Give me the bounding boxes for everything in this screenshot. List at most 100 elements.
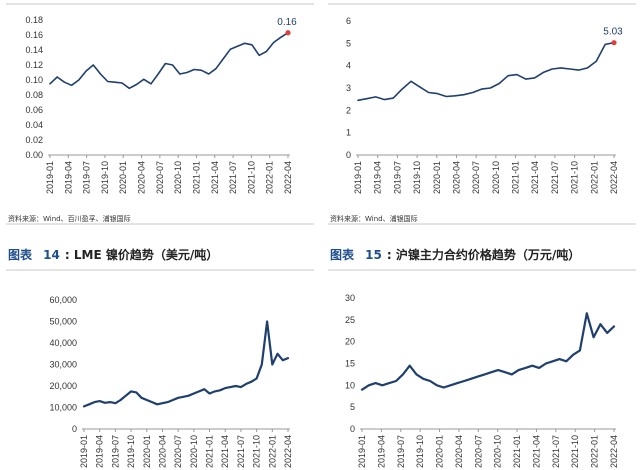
x-tick-label: 2019-07 bbox=[392, 161, 402, 194]
x-tick-label: 2019-04 bbox=[376, 435, 386, 468]
x-tick-label: 2019-04 bbox=[373, 161, 383, 194]
caption-left-title: : bbox=[65, 248, 74, 262]
x-tick-label: 2019-10 bbox=[415, 435, 425, 468]
x-tick-label: 2019-01 bbox=[79, 435, 89, 468]
x-tick-label: 2019-07 bbox=[110, 435, 120, 468]
x-tick-label: 2020-01 bbox=[432, 161, 442, 194]
x-tick-label: 2022-04 bbox=[609, 435, 619, 468]
y-tick-label: 15 bbox=[345, 359, 355, 369]
chart-shfe-top-right: 0 1 2 3 4 5 6 2019-01 2019-04 2019-07 2019-10 2020-… bbox=[346, 16, 623, 194]
y-tick-label: 20,000 bbox=[49, 381, 77, 391]
end-value-label: 0.16 bbox=[277, 17, 297, 28]
x-tick-label: 2022-04 bbox=[609, 161, 619, 194]
y-tick-label: 10 bbox=[345, 380, 355, 390]
x-tick-label: 2020-10 bbox=[189, 435, 199, 468]
chart-lme-top-left: 0.00 0.02 0.04 0.06 0.08 0.10 0.12 0.14 0.16 0.18… bbox=[25, 15, 297, 194]
caption-right-colon: : bbox=[387, 248, 396, 262]
end-point-marker bbox=[285, 30, 291, 36]
x-tick-label: 2021-10 bbox=[570, 435, 580, 468]
series-line bbox=[360, 312, 616, 391]
x-tick-label: 2020-04 bbox=[454, 435, 464, 468]
x-tick-label: 2019-01 bbox=[353, 161, 363, 194]
x-tick-label: 2022-01 bbox=[590, 435, 600, 468]
caption-left-prefix: 图表 bbox=[8, 247, 33, 262]
y-tick-label: 1 bbox=[346, 128, 351, 138]
x-tick-label: 2021-04 bbox=[220, 435, 230, 468]
y-tick-label: 0.04 bbox=[25, 120, 43, 130]
x-tick-label: 2019-10 bbox=[100, 161, 110, 194]
source-note-left: 资料来源：Wind、百川盈孚、浦银国际 bbox=[8, 214, 131, 223]
y-tick-label: 30,000 bbox=[49, 360, 77, 370]
x-tick-label: 2019-07 bbox=[396, 435, 406, 468]
x-tick-label: 2021-10 bbox=[246, 161, 256, 194]
y-tick-label: 40,000 bbox=[49, 338, 77, 348]
y-tick-label: 0.14 bbox=[25, 45, 43, 55]
x-tick-label: 2021-10 bbox=[570, 161, 580, 194]
x-tick-label: 2019-04 bbox=[95, 435, 105, 468]
y-tick-label: 0.06 bbox=[25, 105, 43, 115]
caption-left-num: 14 bbox=[43, 248, 60, 262]
caption-left-title-text: LME 镍价趋势（美元/吨） bbox=[74, 247, 218, 262]
y-tick-label: 0.18 bbox=[25, 15, 43, 25]
x-tick-label: 2020-04 bbox=[157, 435, 167, 468]
x-tick-label: 2022-04 bbox=[283, 161, 293, 194]
y-tick-label: 20 bbox=[345, 337, 355, 347]
x-tick-label: 2020-01 bbox=[142, 435, 152, 468]
series-line bbox=[49, 31, 289, 90]
x-tick-label: 2020-04 bbox=[137, 161, 147, 194]
x-tick-label: 2020-07 bbox=[471, 161, 481, 194]
x-tick-label: 2021-01 bbox=[205, 435, 215, 468]
y-tick-label: 0.08 bbox=[25, 90, 43, 100]
y-tick-label: 0.12 bbox=[25, 60, 43, 70]
x-tick-label: 2022-01 bbox=[267, 435, 277, 468]
y-tick-label: 25 bbox=[345, 315, 355, 325]
y-tick-label: 0 bbox=[72, 424, 77, 434]
caption-right: 图表 15 : 沪镍主力合约价格趋势（万元/吨） bbox=[330, 244, 580, 263]
end-point-marker bbox=[611, 40, 617, 46]
caption-right-prefix: 图表 bbox=[330, 247, 355, 262]
x-tick-label: 2020-07 bbox=[173, 435, 183, 468]
x-tick-label: 2020-10 bbox=[173, 161, 183, 194]
y-tick-label: 6 bbox=[346, 16, 351, 26]
x-tick-label: 2020-04 bbox=[451, 161, 461, 194]
y-tick-label: 30 bbox=[345, 293, 355, 303]
caption-right-num: 15 bbox=[365, 248, 382, 262]
series-line bbox=[82, 320, 290, 408]
y-tick-label: 0.10 bbox=[25, 75, 43, 85]
x-tick-label: 2021-07 bbox=[550, 161, 560, 194]
chart-lme-price: 0 10,000 20,000 30,000 40,000 50,000 60,000 201… bbox=[49, 295, 293, 468]
y-tick-label: 0 bbox=[350, 424, 355, 434]
y-tick-label: 4 bbox=[346, 61, 351, 71]
x-tick-label: 2020-07 bbox=[473, 435, 483, 468]
y-tick-label: 2 bbox=[346, 105, 351, 115]
x-tick-label: 2021-07 bbox=[236, 435, 246, 468]
x-tick-label: 2019-07 bbox=[82, 161, 92, 194]
x-tick-label: 2021-04 bbox=[530, 161, 540, 194]
x-tick-label: 2021-07 bbox=[228, 161, 238, 194]
x-tick-label: 2019-04 bbox=[63, 161, 73, 194]
x-tick-label: 2021-10 bbox=[252, 435, 262, 468]
caption-left: 图表 14 : LME 镍价趋势（美元/吨） bbox=[8, 244, 218, 263]
end-value-label: 5.03 bbox=[603, 27, 623, 38]
y-tick-label: 60,000 bbox=[49, 295, 77, 305]
x-tick-label: 2022-04 bbox=[283, 435, 293, 468]
x-tick-label: 2019-10 bbox=[126, 435, 136, 468]
x-tick-label: 2022-01 bbox=[265, 161, 275, 194]
y-tick-label: 0.16 bbox=[25, 30, 43, 40]
x-tick-label: 2020-01 bbox=[118, 161, 128, 194]
y-tick-label: 50,000 bbox=[49, 317, 77, 327]
x-tick-label: 2021-07 bbox=[551, 435, 561, 468]
x-tick-label: 2021-04 bbox=[210, 161, 220, 194]
y-tick-label: 0.00 bbox=[25, 150, 43, 160]
x-tick-label: 2021-01 bbox=[512, 435, 522, 468]
x-tick-label: 2020-07 bbox=[155, 161, 165, 194]
x-tick-label: 2022-01 bbox=[589, 161, 599, 194]
y-tick-label: 3 bbox=[346, 83, 351, 93]
x-tick-label: 2020-01 bbox=[435, 435, 445, 468]
x-tick-label: 2020-10 bbox=[491, 161, 501, 194]
caption-right-title-text: 沪镍主力合约价格趋势（万元/吨） bbox=[396, 247, 580, 262]
x-tick-label: 2019-01 bbox=[45, 161, 55, 194]
source-note-right: 资料来源：Wind、浦银国际 bbox=[330, 214, 418, 223]
x-tick-label: 2021-04 bbox=[531, 435, 541, 468]
